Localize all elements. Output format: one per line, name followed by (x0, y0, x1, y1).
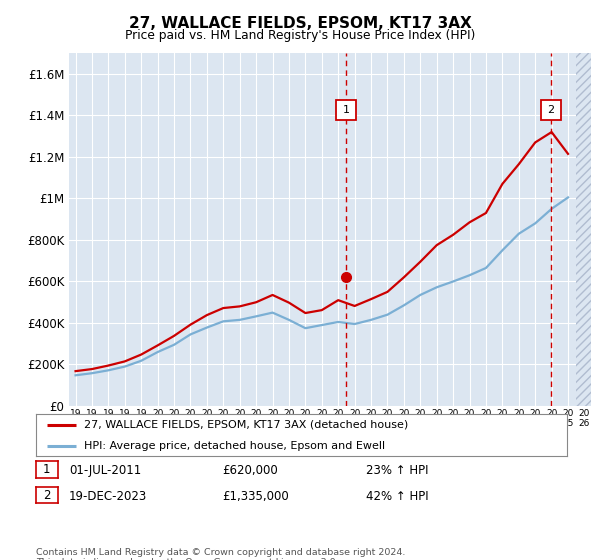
Text: £1,335,000: £1,335,000 (222, 489, 289, 503)
Text: 1: 1 (43, 463, 50, 476)
Text: 27, WALLACE FIELDS, EPSOM, KT17 3AX (detached house): 27, WALLACE FIELDS, EPSOM, KT17 3AX (det… (84, 420, 408, 430)
Text: 27, WALLACE FIELDS, EPSOM, KT17 3AX: 27, WALLACE FIELDS, EPSOM, KT17 3AX (128, 16, 472, 31)
Text: Contains HM Land Registry data © Crown copyright and database right 2024.
This d: Contains HM Land Registry data © Crown c… (36, 548, 406, 560)
Text: 23% ↑ HPI: 23% ↑ HPI (366, 464, 428, 477)
Text: 2: 2 (548, 105, 554, 115)
Text: 19-DEC-2023: 19-DEC-2023 (69, 489, 147, 503)
Text: 01-JUL-2011: 01-JUL-2011 (69, 464, 141, 477)
Text: Price paid vs. HM Land Registry's House Price Index (HPI): Price paid vs. HM Land Registry's House … (125, 29, 475, 42)
Bar (576, 53, 591, 406)
Text: 2: 2 (43, 488, 50, 502)
Text: 42% ↑ HPI: 42% ↑ HPI (366, 489, 428, 503)
Text: £620,000: £620,000 (222, 464, 278, 477)
Text: HPI: Average price, detached house, Epsom and Ewell: HPI: Average price, detached house, Epso… (84, 441, 385, 451)
Text: 1: 1 (343, 105, 350, 115)
